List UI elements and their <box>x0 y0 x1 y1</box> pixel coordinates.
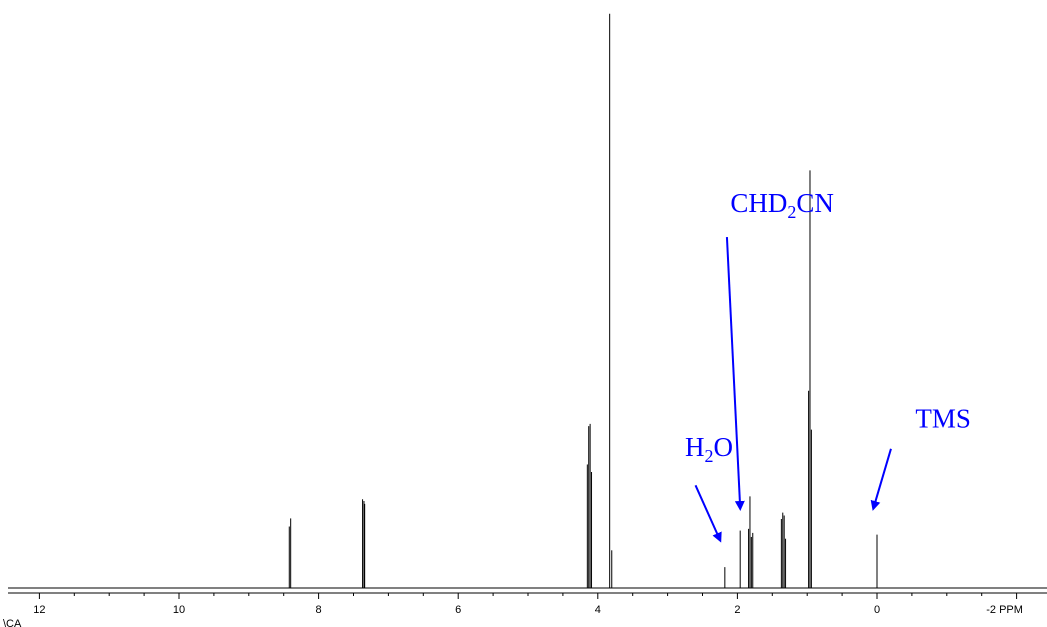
x-tick-label: 4 <box>595 604 601 616</box>
x-tick-label: 12 <box>33 604 45 616</box>
x-tick-label: 2 <box>734 604 740 616</box>
annotation-arrow <box>694 484 722 543</box>
annotation-label: TMS <box>915 403 971 433</box>
x-tick-label: 0 <box>874 604 880 616</box>
corner-label: \CA <box>3 618 22 627</box>
annotation-label: H2O <box>685 432 733 466</box>
annotations: CHD2CN H2O TMS <box>685 188 971 543</box>
x-tick-label: -2 PPM <box>986 604 1023 616</box>
x-axis: 12 10 8 6 4 2 0 -2 PPM <box>8 592 1047 616</box>
x-tick-label: 8 <box>316 604 322 616</box>
annotation-tms: TMS <box>870 403 971 511</box>
annotation-chd2cn: CHD2CN <box>725 188 834 511</box>
peaks-layer <box>288 13 878 588</box>
annotation-arrow <box>870 448 892 511</box>
annotation-h2o: H2O <box>685 432 733 543</box>
x-tick-label: 6 <box>455 604 461 616</box>
annotation-label: CHD2CN <box>730 188 834 222</box>
x-tick-label: 10 <box>173 604 185 616</box>
annotation-arrow <box>725 237 745 511</box>
